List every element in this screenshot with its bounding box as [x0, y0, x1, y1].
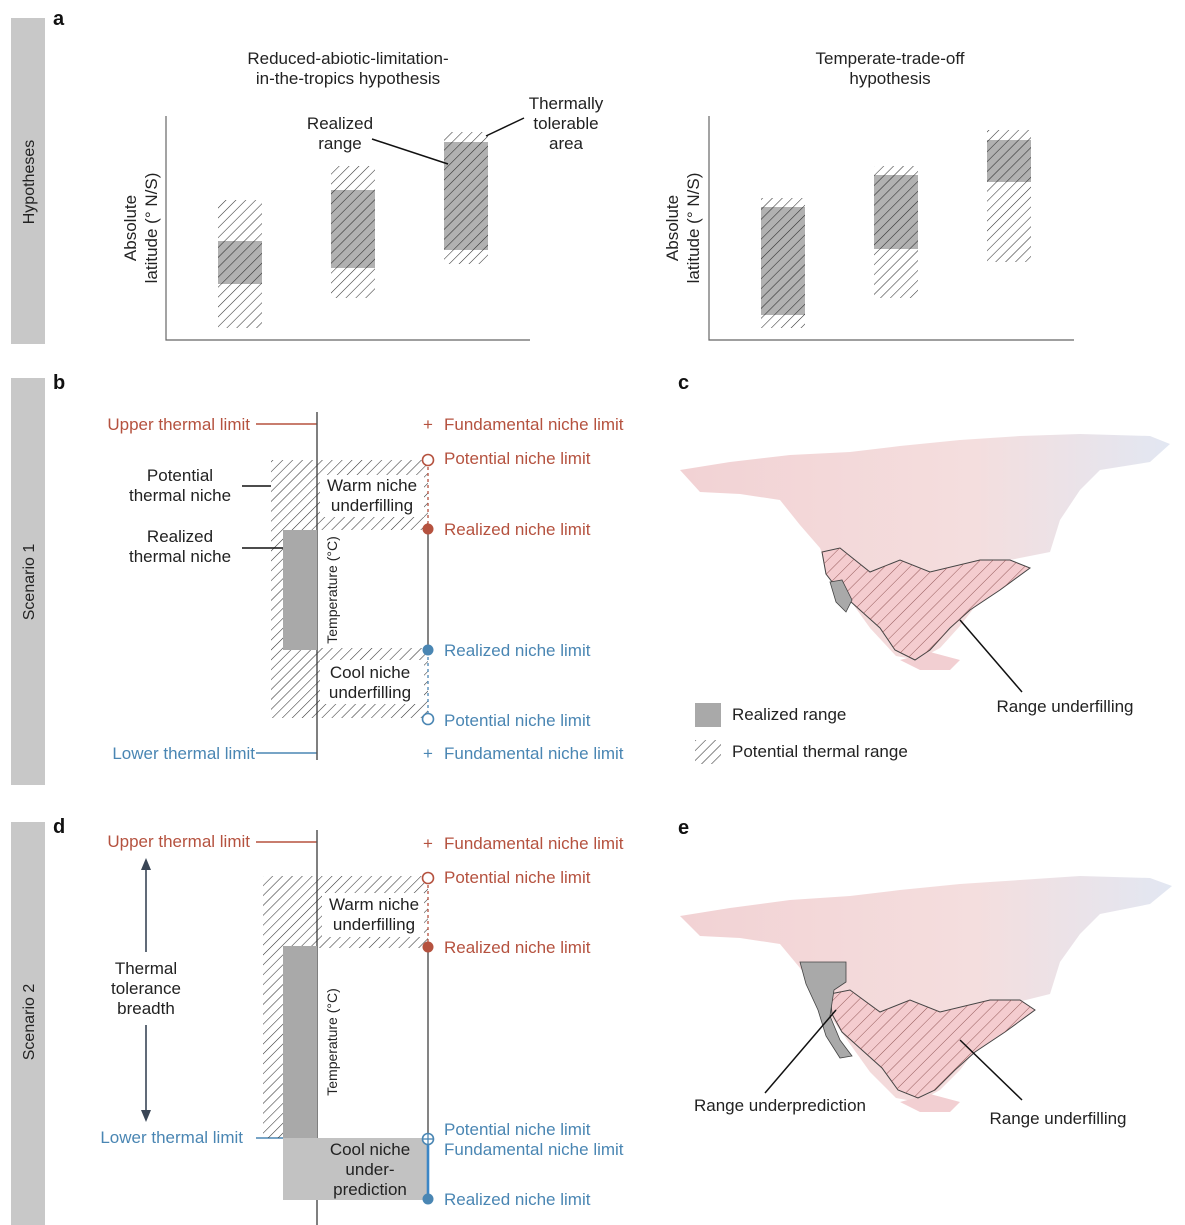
sidebar-label-scenario1: Scenario 1: [21, 544, 38, 621]
d-potential-top-label: Potential niche limit: [444, 868, 591, 887]
b-cool-underfilling-1: Cool niche: [330, 663, 410, 682]
b-realized-top-marker: [422, 523, 434, 535]
d-warm-underfilling-1: Warm niche: [329, 895, 419, 914]
d-fund-bottom-label: Fundamental niche limit: [444, 1140, 624, 1159]
panel-letter-a: a: [53, 8, 65, 30]
hyp-left-title-2: in-the-tropics hypothesis: [256, 69, 440, 88]
hyp-right-bar-1: [761, 198, 805, 328]
hyp-left-bar-3: [444, 132, 488, 264]
d-warm-underfilling-2: underfilling: [333, 915, 415, 934]
d-cool-underprediction-1: Cool niche: [330, 1140, 410, 1159]
b-fund-top-plus: +: [423, 415, 433, 434]
b-realized-bottom-marker: [422, 644, 434, 656]
d-realized-bottom-label: Realized niche limit: [444, 1190, 591, 1209]
d-potential-bottom-label: Potential niche limit: [444, 1120, 591, 1139]
b-temperature-axis-label: Temperature (°C): [324, 536, 340, 644]
realized-range-pointer: [371, 138, 449, 165]
panel-letter-e: e: [678, 817, 689, 839]
b-potential-top-label: Potential niche limit: [444, 449, 591, 468]
c-legend-potential-label: Potential thermal range: [732, 742, 908, 761]
c-north-america-map: [680, 434, 1170, 670]
d-lower-thermal-label: Lower thermal limit: [100, 1128, 243, 1147]
panel-letter-d: d: [53, 816, 65, 838]
hyp-left-ylabel-1: Absolute: [121, 195, 140, 261]
realized-range-label-1: Realized: [307, 114, 373, 133]
hyp-left-ylabel-2: latitude (° N/S): [142, 173, 161, 284]
b-fund-bottom-label: Fundamental niche limit: [444, 744, 624, 763]
tolerable-pointer: [485, 117, 525, 137]
e-underprediction-label: Range underprediction: [694, 1096, 866, 1115]
d-breadth-label-1: Thermal: [115, 959, 177, 978]
sidebar-scenario2: Scenario 2: [11, 822, 45, 1225]
tolerable-label-3: area: [549, 134, 584, 153]
b-potential-niche-label-2: thermal niche: [129, 486, 231, 505]
b-realized-top-label: Realized niche limit: [444, 520, 591, 539]
d-realized-niche-block: [283, 946, 317, 1138]
hyp-right-title-1: Temperate-trade-off: [816, 49, 965, 68]
realized-range-label-2: range: [318, 134, 361, 153]
d-breadth-label-2: tolerance: [111, 979, 181, 998]
e-north-america-map: [680, 876, 1172, 1112]
d-breadth-label-3: breadth: [117, 999, 175, 1018]
hyp-right-bar-3: [987, 130, 1031, 262]
c-underfilling-label: Range underfilling: [996, 697, 1133, 716]
d-upper-thermal-label: Upper thermal limit: [107, 832, 250, 851]
panel-letter-b: b: [53, 372, 65, 394]
d-realized-bottom-marker: [422, 1193, 434, 1205]
b-realized-niche-label-2: thermal niche: [129, 547, 231, 566]
b-cool-underfilling-2: underfilling: [329, 683, 411, 702]
c-legend-potential-swatch: [695, 740, 721, 764]
b-potential-niche-label-1: Potential: [147, 466, 213, 485]
b-realized-niche-label-1: Realized: [147, 527, 213, 546]
tolerable-label-2: tolerable: [533, 114, 598, 133]
tolerable-label-1: Thermally: [529, 94, 604, 113]
b-potential-niche-block: [271, 460, 428, 718]
hyp-right-ylabel-2: latitude (° N/S): [684, 173, 703, 284]
panel-letter-c: c: [678, 372, 689, 394]
b-warm-underfilling-1: Warm niche: [327, 476, 417, 495]
d-fund-top-label: Fundamental niche limit: [444, 834, 624, 853]
c-underfilling-pointer: [959, 619, 1023, 693]
d-cool-underprediction-2: under-: [345, 1160, 394, 1179]
c-legend-realized-label: Realized range: [732, 705, 846, 724]
hyp-left-axes: [165, 116, 530, 341]
hyp-left-bar-1: [218, 200, 262, 328]
b-potential-top-marker: [421, 453, 435, 467]
d-realized-top-label: Realized niche limit: [444, 938, 591, 957]
c-legend-realized-swatch: [695, 703, 721, 727]
b-realized-niche-block: [283, 530, 317, 650]
hyp-left-bar-2: [331, 166, 375, 298]
b-warm-underfilling-2: underfilling: [331, 496, 413, 515]
d-potential-top-marker: [421, 871, 435, 885]
b-potential-bottom-marker: [421, 712, 435, 726]
d-cool-underprediction-block: [283, 1138, 428, 1200]
b-upper-thermal-label: Upper thermal limit: [107, 415, 250, 434]
d-realized-top-marker: [422, 941, 434, 953]
hyp-right-title-2: hypothesis: [849, 69, 930, 88]
hyp-left-title-1: Reduced-abiotic-limitation-: [247, 49, 448, 68]
b-lower-thermal-label: Lower thermal limit: [112, 744, 255, 763]
e-underprediction-pointer: [764, 1009, 837, 1094]
hyp-right-bar-2: [874, 166, 918, 298]
b-realized-bottom-label: Realized niche limit: [444, 641, 591, 660]
hyp-right-ylabel-1: Absolute: [663, 195, 682, 261]
d-fund-top-plus: +: [423, 834, 433, 853]
b-fund-top-label: Fundamental niche limit: [444, 415, 624, 434]
sidebar-hypotheses: Hypotheses: [11, 18, 45, 344]
b-potential-bottom-label: Potential niche limit: [444, 711, 591, 730]
sidebar-label-hypotheses: Hypotheses: [21, 140, 38, 225]
hyp-right-axes: [708, 116, 1074, 341]
e-underfilling-label: Range underfilling: [989, 1109, 1126, 1128]
b-fund-bottom-plus: +: [423, 744, 433, 763]
sidebar-label-scenario2: Scenario 2: [21, 984, 38, 1061]
e-underfilling-pointer: [959, 1039, 1023, 1101]
d-temperature-axis-label: Temperature (°C): [324, 988, 340, 1096]
d-cool-underprediction-3: prediction: [333, 1180, 407, 1199]
sidebar-scenario1: Scenario 1: [11, 378, 45, 785]
